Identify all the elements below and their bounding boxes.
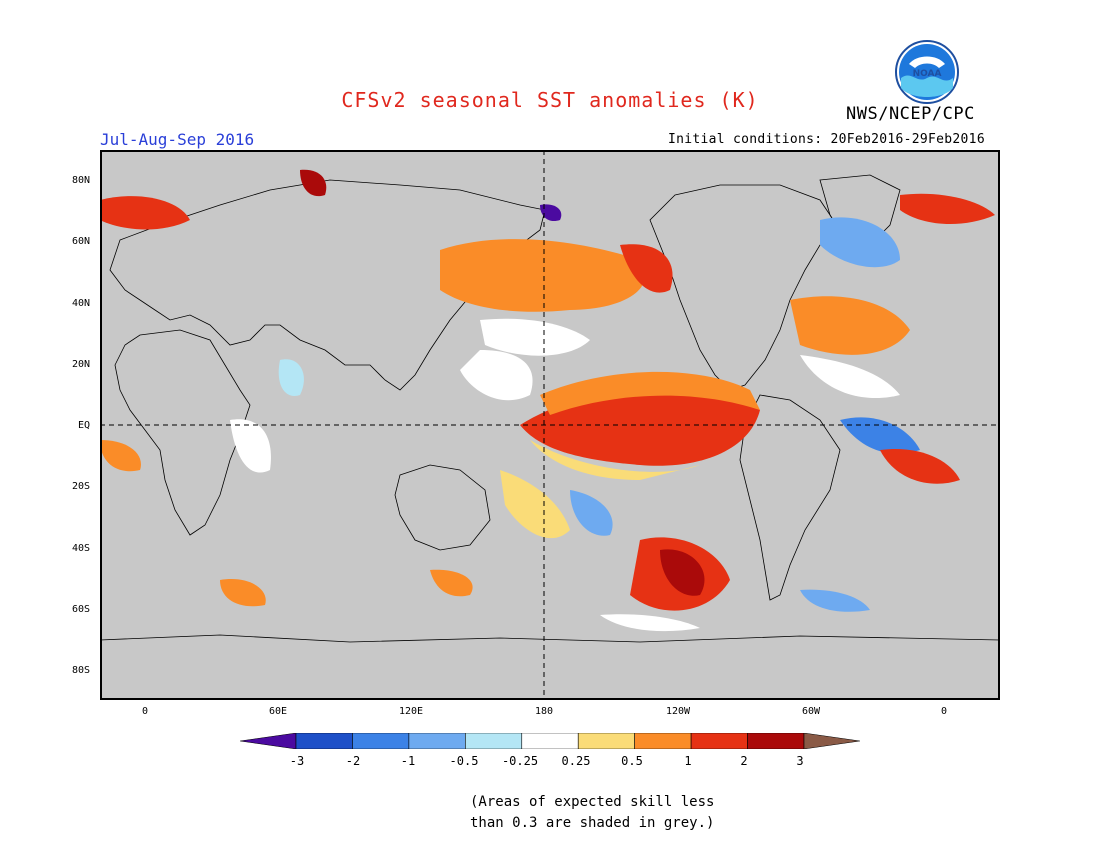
lat-label: EQ [77, 420, 90, 431]
lon-label: 120W [665, 706, 691, 717]
colorbar-swatch [577, 733, 635, 749]
warm-anomaly-patch [430, 569, 473, 597]
warm-anomaly-patch [100, 196, 190, 230]
colorbar-swatch [634, 733, 692, 749]
warm-anomaly-patch [540, 371, 760, 415]
colorbar-label: -1 [400, 754, 416, 768]
warm-anomaly-patch [520, 387, 760, 466]
lon-label: 60W [801, 706, 821, 717]
colorbar-swatch [465, 733, 523, 749]
colorbar-label: 0.5 [621, 754, 643, 768]
antarctica-outline [100, 634, 1000, 643]
colorbar-swatch [295, 733, 353, 749]
neutral-patch [460, 350, 533, 401]
neutral-patch [480, 318, 590, 356]
lat-label: 40S [71, 543, 90, 554]
sst-anomaly-map [100, 150, 1000, 700]
colorbar-label: -0.5 [449, 754, 479, 768]
cool-anomaly-patch [820, 217, 900, 268]
colorbar-swatch [803, 733, 860, 749]
lat-label: 60N [71, 236, 90, 247]
warm-anomaly-patch [100, 440, 141, 472]
neutral-patch [230, 419, 271, 473]
map-frame [100, 150, 1000, 700]
colorbar [240, 733, 860, 749]
warm-anomaly-patch [530, 440, 700, 480]
lat-label: 80N [71, 175, 90, 186]
lat-label: 20S [71, 481, 90, 492]
colorbar-swatch [747, 733, 805, 749]
warm-anomaly-patch [300, 169, 327, 197]
agency-label: NWS/NCEP/CPC [846, 104, 975, 124]
colorbar-label: -0.25 [501, 754, 539, 768]
warm-anomaly-patch [880, 449, 960, 484]
warm-anomaly-patch [500, 470, 570, 539]
warm-anomaly-patch [790, 296, 910, 355]
africa-outline [114, 329, 251, 536]
lon-label: 0 [141, 706, 149, 717]
colorbar-swatch [240, 733, 297, 749]
lon-label: 60E [268, 706, 288, 717]
lat-label: 80S [71, 665, 90, 676]
colorbar-label: 3 [796, 754, 804, 768]
anomaly-shading [100, 169, 995, 632]
lon-label: 120E [398, 706, 424, 717]
noaa-logo: NOAA [895, 40, 959, 104]
colorbar-swatch [690, 733, 748, 749]
skill-footnote: (Areas of expected skill less than 0.3 a… [470, 792, 714, 834]
cool-anomaly-patch [840, 417, 920, 454]
map-title: CFSv2 seasonal SST anomalies (K) [341, 88, 759, 112]
skill-footnote-line: than 0.3 are shaded in grey.) [470, 815, 715, 831]
cool-anomaly-patch [800, 589, 870, 612]
warm-anomaly-patch [440, 239, 646, 312]
season-label: Jul-Aug-Sep 2016 [100, 130, 255, 149]
initial-conditions-label: Initial conditions: 20Feb2016-29Feb2016 [668, 132, 985, 147]
warm-anomaly-patch [660, 549, 705, 596]
colorbar-label: 0.25 [561, 754, 591, 768]
colorbar-swatch [521, 733, 579, 749]
eurasia-outline [109, 179, 546, 391]
lon-label: 0 [940, 706, 948, 717]
warm-anomaly-patch [900, 193, 995, 225]
colorbar-label: 1 [684, 754, 692, 768]
colorbar-label: -3 [289, 754, 305, 768]
colorbar-swatch [408, 733, 466, 749]
cool-anomaly-patch [540, 204, 562, 222]
lon-label: 180 [534, 706, 554, 717]
south-america-outline [739, 394, 841, 601]
lat-label: 60S [71, 604, 90, 615]
warm-anomaly-patch [220, 579, 266, 607]
noaa-logo-text: NOAA [913, 69, 942, 79]
colorbar-label: -2 [345, 754, 361, 768]
warm-anomaly-patch [620, 244, 673, 293]
neutral-patch [600, 614, 700, 632]
colorbar-label: 2 [740, 754, 748, 768]
colorbar-swatch [352, 733, 410, 749]
australia-outline [394, 464, 491, 551]
lat-label: 40N [71, 298, 90, 309]
skill-footnote-line: (Areas of expected skill less [470, 794, 715, 810]
cool-anomaly-patch [278, 359, 304, 396]
lat-label: 20N [71, 359, 90, 370]
cool-anomaly-patch [570, 490, 613, 536]
neutral-patch [800, 355, 900, 399]
